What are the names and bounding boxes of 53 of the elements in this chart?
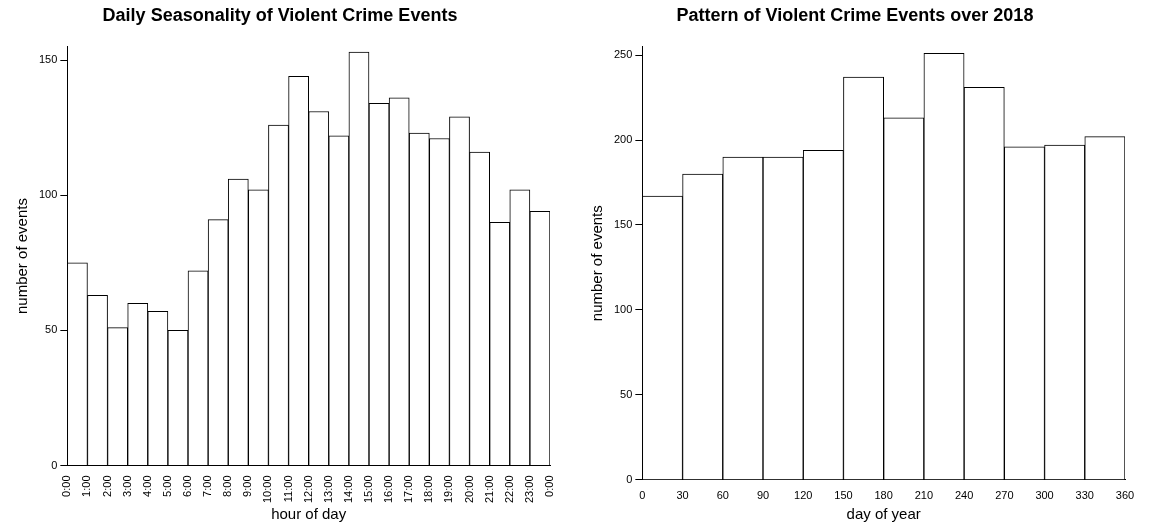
x-tick-label: 3:00 xyxy=(120,475,133,497)
y-tick-label: 250 xyxy=(613,48,633,61)
x-tick-label: 330 xyxy=(1075,489,1094,502)
x-tick-label: 4:00 xyxy=(140,475,153,497)
x-tick-label: 270 xyxy=(995,489,1014,502)
x-axis-title: hour of day xyxy=(271,505,347,523)
y-tick-label: 50 xyxy=(45,323,58,336)
x-tick-label: 22:00 xyxy=(502,475,515,503)
x-tick-label: 20:00 xyxy=(462,475,475,503)
y-tick-label: 50 xyxy=(620,387,633,400)
x-tick-label: 0:00 xyxy=(543,475,556,497)
y-tick-label: 0 xyxy=(51,458,58,471)
x-tick-label: 18:00 xyxy=(422,475,435,503)
x-tick-label: 0:00 xyxy=(60,475,73,497)
x-tick-label: 5:00 xyxy=(160,475,173,497)
x-tick-label: 17:00 xyxy=(402,475,415,503)
chart-title: Daily Seasonality of Violent Crime Events xyxy=(102,4,458,25)
x-tick-label: 210 xyxy=(914,489,934,502)
chart-title: Pattern of Violent Crime Events over 2018 xyxy=(676,4,1034,25)
x-tick-label: 16:00 xyxy=(382,475,395,503)
x-tick-label: 12:00 xyxy=(301,475,314,503)
x-tick-label: 14:00 xyxy=(341,475,354,503)
x-tick-label: 23:00 xyxy=(522,475,535,503)
x-tick-label: 60 xyxy=(716,489,729,502)
x-tick-label: 90 xyxy=(756,489,770,502)
x-tick-label: 19:00 xyxy=(442,475,455,503)
x-tick-label: 30 xyxy=(676,489,689,502)
y-tick-label: 150 xyxy=(613,218,633,231)
y-tick-label: 100 xyxy=(613,302,633,315)
x-tick-label: 8:00 xyxy=(221,475,234,497)
y-tick-label: 200 xyxy=(613,133,633,146)
x-tick-label: 9:00 xyxy=(241,475,254,497)
x-tick-label: 0 xyxy=(639,489,646,502)
x-tick-label: 240 xyxy=(954,489,974,502)
x-axis-title: day of year xyxy=(846,505,921,523)
x-tick-label: 300 xyxy=(1035,489,1054,502)
x-tick-label: 6:00 xyxy=(181,475,194,497)
x-tick-label: 180 xyxy=(874,489,893,502)
x-tick-label: 7:00 xyxy=(201,475,214,497)
x-tick-label: 360 xyxy=(1115,489,1135,502)
y-tick-label: 150 xyxy=(38,53,58,66)
y-tick-label: 100 xyxy=(38,188,58,201)
x-tick-label: 21:00 xyxy=(482,475,495,503)
x-tick-label: 11:00 xyxy=(281,475,294,503)
x-tick-label: 120 xyxy=(794,489,813,502)
x-tick-label: 10:00 xyxy=(261,475,274,503)
x-tick-label: 1:00 xyxy=(80,475,93,497)
x-tick-label: 2:00 xyxy=(100,475,113,497)
x-tick-label: 15:00 xyxy=(362,475,375,503)
x-tick-label: 150 xyxy=(834,489,853,502)
y-axis-title: number of events xyxy=(588,205,606,322)
x-tick-label: 13:00 xyxy=(321,475,334,503)
y-axis-title: number of events xyxy=(13,198,31,314)
